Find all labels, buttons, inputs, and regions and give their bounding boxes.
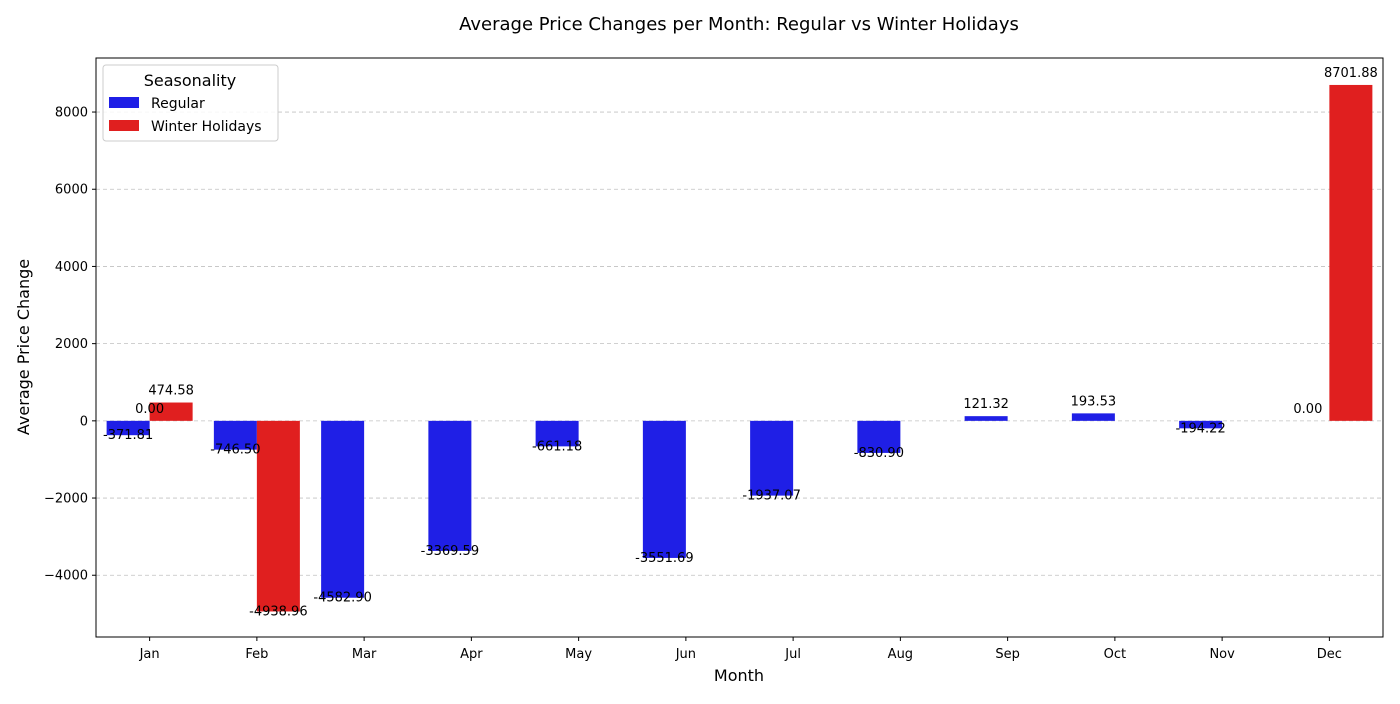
data-label: 193.53 (1071, 394, 1117, 409)
bar-regular (106, 420, 150, 436)
data-label: -4582.90 (313, 591, 371, 606)
bar-regular (642, 420, 686, 558)
data-label: -371.81 (103, 428, 153, 443)
data-label: 474.58 (148, 384, 194, 399)
x-tick-label: Apr (460, 647, 483, 662)
y-tick-label: 2000 (55, 337, 88, 352)
bar-regular (321, 420, 365, 598)
grid (96, 111, 1383, 576)
y-tick-label: 4000 (55, 260, 88, 275)
data-label: -4938.96 (249, 604, 307, 619)
data-label: -3551.69 (635, 551, 693, 566)
y-tick-label: 0 (80, 414, 88, 429)
x-tick-label: Dec (1317, 647, 1342, 662)
x-tick-label: Jun (675, 647, 696, 662)
chart-title: Average Price Changes per Month: Regular… (459, 14, 1019, 35)
y-tick-label: −2000 (44, 492, 88, 507)
x-tick-label: Jul (784, 647, 801, 662)
x-tick-label: Oct (1104, 647, 1126, 662)
bar-winter-holidays (1329, 84, 1373, 421)
y-axis-label: Average Price Change (14, 259, 33, 435)
data-label: -1937.07 (742, 489, 800, 504)
legend: Seasonality Regular Winter Holidays (102, 64, 279, 142)
bar-winter-holidays (256, 420, 300, 612)
data-label: 121.32 (963, 397, 1009, 412)
legend-label-winter-holidays: Winter Holidays (151, 119, 262, 135)
y-tick-label: 8000 (55, 106, 88, 121)
bar-winter-holidays (149, 402, 193, 421)
x-axis: Jan Feb Mar Apr May Jun Jul Aug Sep Oct Nov Dec (139, 637, 1342, 662)
data-label: 0.00 (1293, 402, 1322, 417)
bar-regular (750, 420, 794, 496)
x-tick-label: Jan (139, 647, 160, 662)
bar-regular (1071, 413, 1115, 421)
data-label: -3369.59 (421, 544, 479, 559)
legend-box (102, 64, 279, 142)
bars (106, 84, 1373, 612)
data-label: -830.90 (854, 446, 904, 461)
x-tick-label: Aug (888, 647, 913, 662)
data-label: -194.22 (1176, 421, 1226, 436)
legend-label-regular: Regular (151, 96, 205, 112)
y-tick-label: −4000 (44, 569, 88, 584)
data-label: 8701.88 (1324, 66, 1378, 81)
x-axis-label: Month (714, 666, 764, 685)
x-tick-label: Feb (245, 647, 268, 662)
x-tick-label: May (565, 647, 592, 662)
legend-title: Seasonality (144, 71, 237, 90)
data-label: 0.00 (135, 402, 164, 417)
data-label: -661.18 (532, 439, 582, 454)
y-tick-label: 6000 (55, 183, 88, 198)
bar-labels: -371.81 -746.50 -4582.90 -3369.59 -661.18 -35… (103, 66, 1378, 620)
bar-regular (428, 420, 472, 551)
data-label: -746.50 (210, 443, 260, 458)
bar-regular (857, 420, 901, 453)
y-axis: −4000 −2000 0 2000 4000 6000 8000 (44, 106, 96, 584)
legend-swatch-winter-holidays (109, 120, 139, 131)
bar-regular (1179, 420, 1223, 429)
legend-swatch-regular (109, 97, 139, 108)
bar-regular (535, 420, 579, 447)
x-tick-label: Mar (352, 647, 377, 662)
plot-frame (95, 57, 1384, 638)
bar-regular (213, 420, 257, 450)
x-tick-label: Nov (1209, 647, 1235, 662)
x-tick-label: Sep (995, 647, 1020, 662)
bar-regular (964, 416, 1008, 421)
